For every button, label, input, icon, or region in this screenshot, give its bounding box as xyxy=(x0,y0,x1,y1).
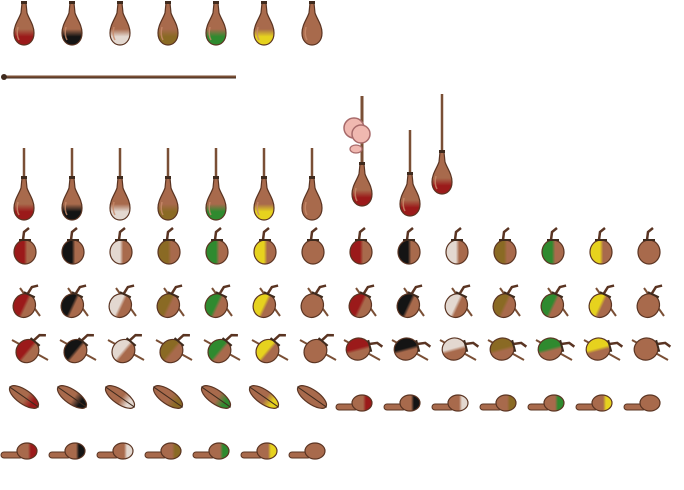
gourd-lying-flat xyxy=(479,394,517,412)
gourd-sideways xyxy=(59,333,97,364)
gourd-tied xyxy=(253,227,277,265)
gourd-tied xyxy=(493,227,517,265)
gourd-tied xyxy=(109,227,133,265)
gourd-hanging xyxy=(205,1,227,46)
gourd-tilted xyxy=(636,284,665,319)
gourd-tied xyxy=(397,227,421,265)
gourd-sideways xyxy=(487,337,528,361)
gourd-sideways xyxy=(631,337,672,361)
gourd-lying-flat xyxy=(431,394,469,412)
gourd-on-stick xyxy=(301,148,323,221)
gourd-tilted xyxy=(396,284,425,319)
gourd-hanging xyxy=(109,1,131,46)
gourd-tied xyxy=(541,227,565,265)
gourd-sideways xyxy=(107,333,145,364)
gourd-lying-diag xyxy=(248,385,280,409)
gourd-tilted xyxy=(300,284,329,319)
gourd-hanging xyxy=(157,1,179,46)
gourd-lying-flat xyxy=(96,442,134,460)
gourd-lying-flat xyxy=(575,394,613,412)
gourd-on-stick xyxy=(61,148,83,221)
gourd-tilted xyxy=(60,284,89,319)
gourd-sideways xyxy=(11,333,49,364)
gourd-on-stick xyxy=(13,148,35,221)
carrier-figure xyxy=(343,96,373,207)
gourd-lying-diag xyxy=(200,385,232,409)
gourd-sideways xyxy=(299,333,337,364)
gourd-tied xyxy=(589,227,613,265)
staff-long xyxy=(1,74,236,80)
gourd-hanging xyxy=(61,1,83,46)
gourd-sideways xyxy=(583,337,624,361)
gourd-hanging xyxy=(301,1,323,46)
gourd-sideways xyxy=(391,337,432,361)
gourd-lying-diag xyxy=(56,385,88,409)
gourd-tilted xyxy=(108,284,137,319)
gourd-sideways xyxy=(439,337,480,361)
gourd-tied xyxy=(349,227,373,265)
gourd-lying-diag xyxy=(296,385,328,409)
gourd-on-stick xyxy=(431,94,453,195)
gourd-on-stick xyxy=(109,148,131,221)
gourd-sideways xyxy=(203,333,241,364)
gourd-tilted xyxy=(252,284,281,319)
gourd-lying-diag xyxy=(152,385,184,409)
gourd-tied xyxy=(157,227,181,265)
gourd-lying-flat xyxy=(623,394,661,412)
gourd-tilted xyxy=(444,284,473,319)
gourd-tilted xyxy=(588,284,617,319)
gourd-tilted xyxy=(204,284,233,319)
gourd-tied xyxy=(637,227,661,265)
gourd-tied xyxy=(301,227,325,265)
gourd-on-stick xyxy=(157,148,179,221)
gourd-on-stick xyxy=(253,148,275,221)
gourd-sideways xyxy=(251,333,289,364)
staff-long-fade xyxy=(34,124,236,128)
gourd-lying-diag xyxy=(8,385,40,409)
gourd-lying-flat xyxy=(288,442,326,460)
gourd-tilted xyxy=(156,284,185,319)
gourd-on-stick xyxy=(205,148,227,221)
gourd-tied xyxy=(61,227,85,265)
gourd-hanging xyxy=(253,1,275,46)
gourd-sideways xyxy=(155,333,193,364)
gourd-sideways xyxy=(535,337,576,361)
gourd-lying-flat xyxy=(48,442,86,460)
gourd-on-stick xyxy=(399,130,421,217)
gourd-lying-flat xyxy=(144,442,182,460)
gourd-tilted xyxy=(348,284,377,319)
gourd-lying-diag xyxy=(104,385,136,409)
gourd-lying-flat xyxy=(335,394,373,412)
gourd-lying-flat xyxy=(383,394,421,412)
gourd-hanging xyxy=(13,1,35,46)
gourd-lying-flat xyxy=(0,442,38,460)
gourd-tied xyxy=(13,227,37,265)
gourd-tilted xyxy=(492,284,521,319)
gourd-lying-flat xyxy=(192,442,230,460)
gourd-lying-flat xyxy=(240,442,278,460)
gourd-lying-flat xyxy=(527,394,565,412)
gourd-tilted xyxy=(540,284,569,319)
gourd-tilted xyxy=(12,284,41,319)
gourd-sideways xyxy=(343,337,384,361)
gourd-tied xyxy=(445,227,469,265)
gourd-tied xyxy=(205,227,229,265)
